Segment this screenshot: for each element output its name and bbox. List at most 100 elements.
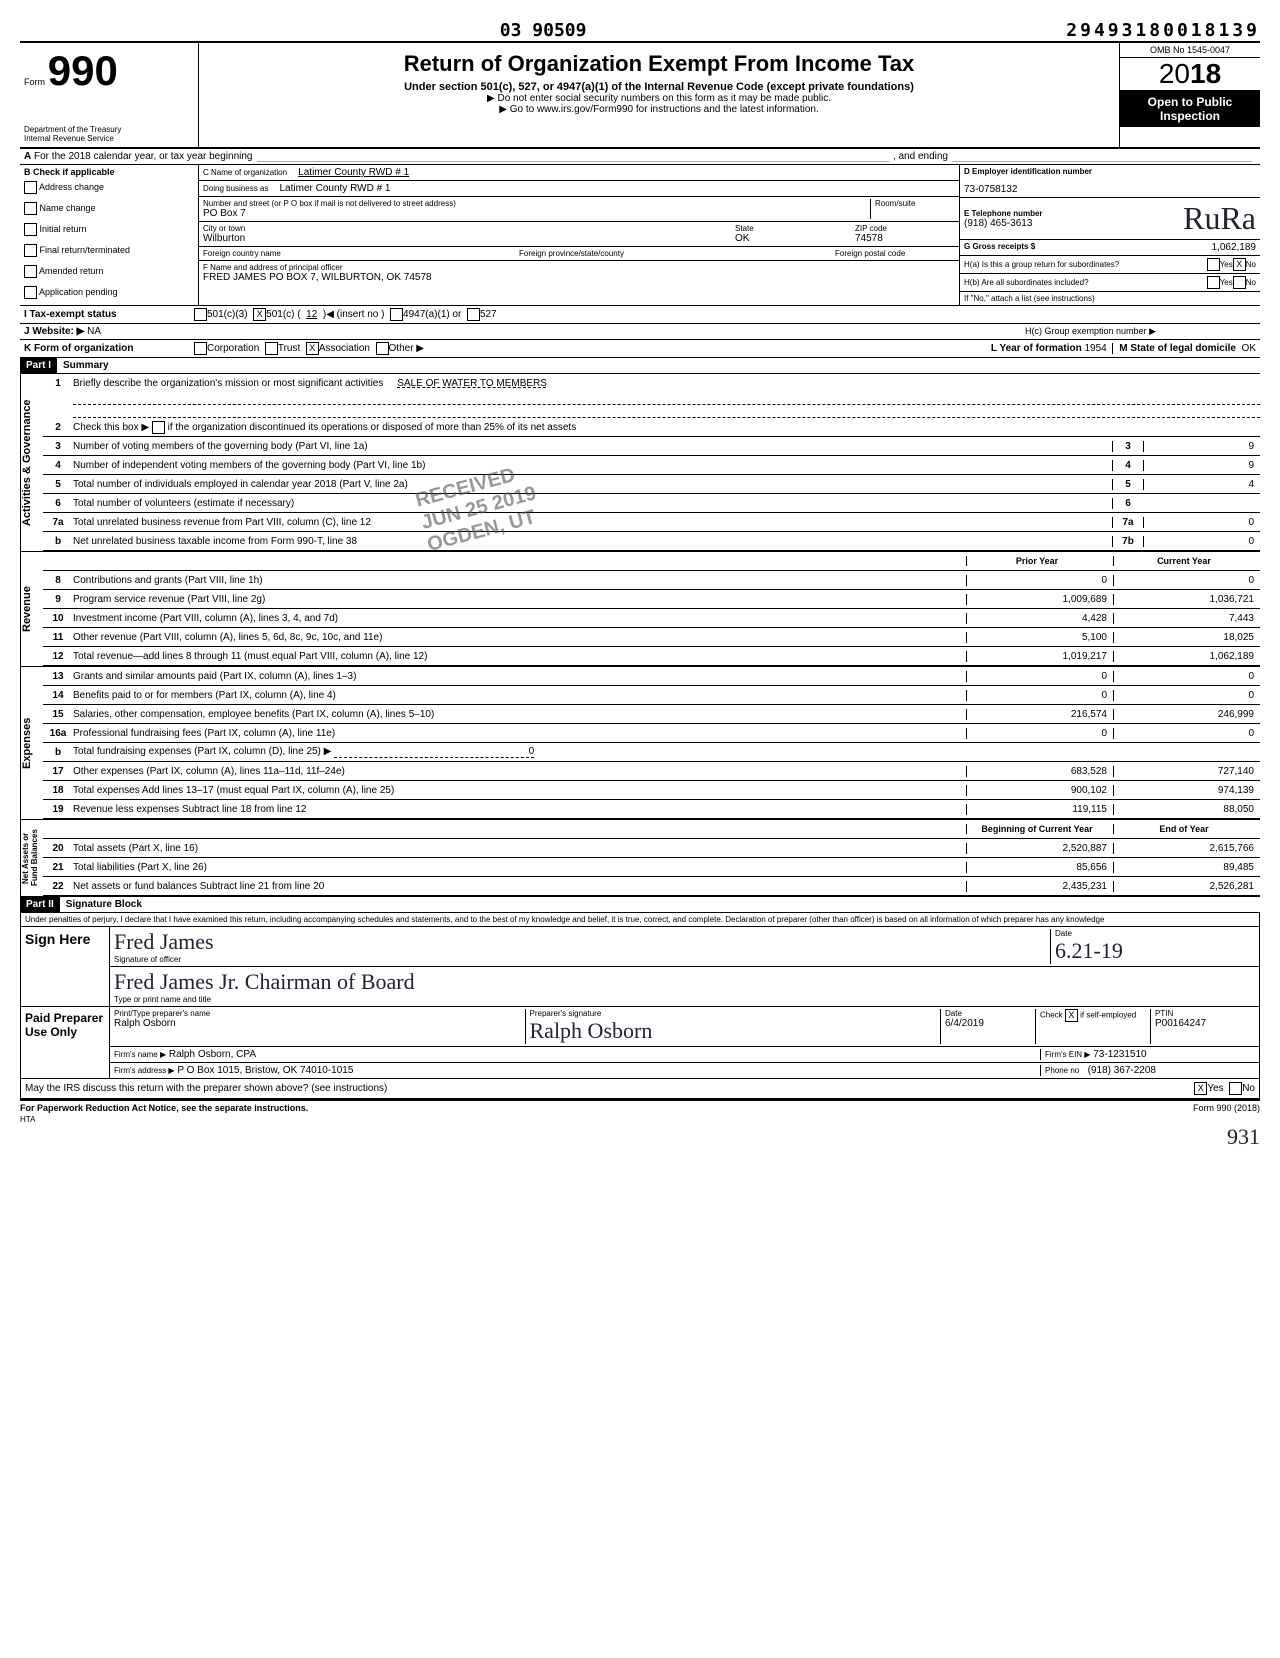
line-j-lbl: J Website: ▶	[24, 326, 84, 337]
chk-trust[interactable]	[265, 342, 278, 355]
chk-assoc[interactable]: X	[306, 342, 319, 355]
s21-py: 85,656	[966, 862, 1113, 873]
s10-num: 10	[43, 613, 73, 624]
s16a-num: 16a	[43, 728, 73, 739]
hc: H(c) Group exemption number ▶	[1025, 326, 1156, 337]
s22-cy: 2,526,281	[1113, 881, 1260, 892]
s3-desc: Number of voting members of the governin…	[73, 441, 1112, 452]
s18-cy: 974,139	[1113, 785, 1260, 796]
s5-num: 5	[43, 479, 73, 490]
chk-hb-no[interactable]	[1233, 276, 1246, 289]
s11-py: 5,100	[966, 632, 1113, 643]
s12-desc: Total revenue—add lines 8 through 11 (mu…	[73, 651, 966, 662]
s5-val: 4	[1143, 479, 1260, 490]
line-a-end: , and ending	[893, 151, 948, 162]
s18-py: 900,102	[966, 785, 1113, 796]
chk-final[interactable]	[24, 244, 37, 257]
s7b-desc: Net unrelated business taxable income fr…	[73, 536, 1112, 547]
s12-py: 1,019,217	[966, 651, 1113, 662]
year-box: OMB No 1545-0047 20201818 Open to Public…	[1119, 43, 1260, 147]
hb-note: If "No," attach a list (see instructions…	[960, 292, 1260, 305]
chk-amend[interactable]	[24, 265, 37, 278]
part-ii: Part II	[20, 897, 60, 912]
chk-501c[interactable]: X	[253, 308, 266, 321]
s2-num: 2	[43, 422, 73, 433]
hdr-cy: Current Year	[1113, 556, 1260, 566]
chk-discuss-no[interactable]	[1229, 1082, 1242, 1095]
c-hdr: C Name of organization	[203, 168, 287, 177]
street: PO Box 7	[203, 208, 870, 219]
ptin: P00164247	[1155, 1018, 1255, 1029]
sign-here: Sign Here	[21, 927, 110, 1006]
chk-501c3[interactable]	[194, 308, 207, 321]
chk-corp[interactable]	[194, 342, 207, 355]
s18-num: 18	[43, 785, 73, 796]
chk-addr[interactable]	[24, 181, 37, 194]
chk-ha-yes[interactable]	[1207, 258, 1220, 271]
chk-other[interactable]	[376, 342, 389, 355]
pra: For Paperwork Reduction Act Notice, see …	[20, 1103, 308, 1113]
chk-app[interactable]	[24, 286, 37, 299]
chk-4947[interactable]	[390, 308, 403, 321]
s18-desc: Total expenses Add lines 13–17 (must equ…	[73, 785, 966, 796]
chk-ha-no[interactable]: X	[1233, 258, 1246, 271]
s7b-num: b	[43, 536, 73, 547]
g-hdr: G Gross receipts $	[964, 242, 1035, 253]
s16b-num: b	[43, 747, 73, 758]
s19-desc: Revenue less expenses Subtract line 18 f…	[73, 804, 966, 815]
officer-name-typed: Fred James Jr. Chairman of Board	[114, 969, 1255, 995]
s16a-py: 0	[966, 728, 1113, 739]
state: OK	[735, 233, 855, 244]
s8-cy: 0	[1113, 575, 1260, 586]
hdr-eoy: End of Year	[1113, 824, 1260, 834]
part-ii-title: Signature Block	[66, 899, 142, 910]
s4-desc: Number of independent voting members of …	[73, 460, 1112, 471]
chk-527[interactable]	[467, 308, 480, 321]
prep-name-lbl: Print/Type preparer's name	[114, 1009, 525, 1018]
form-box: Form 990 Department of the Treasury Inte…	[20, 43, 199, 147]
section-gov: Activities & Governance	[21, 399, 33, 526]
colb-hdr: B Check if applicable	[24, 167, 194, 177]
ha-no: No	[1246, 260, 1256, 269]
hb: H(b) Are all subordinates included?	[964, 278, 1207, 287]
s14-desc: Benefits paid to or for members (Part IX…	[73, 690, 966, 701]
city: Wilburton	[203, 233, 735, 244]
chk-s2[interactable]	[152, 421, 165, 434]
e-hdr: E Telephone number	[964, 209, 1183, 218]
firm-addr: P O Box 1015, Bristow, OK 74010-1015	[177, 1065, 353, 1076]
code1: 03 90509	[500, 20, 587, 41]
s22-desc: Net assets or fund balances Subtract lin…	[73, 881, 966, 892]
self-lbl: if self-employed	[1080, 1011, 1136, 1020]
line-k-lbl: K Form of organization	[24, 343, 194, 354]
line-a: For the 2018 calendar year, or tax year …	[34, 151, 252, 162]
declaration: Under penalties of perjury, I declare th…	[21, 913, 1259, 927]
s12-num: 12	[43, 651, 73, 662]
firm-phone-lbl: Phone no	[1045, 1066, 1079, 1075]
sig-officer-lbl: Signature of officer	[114, 955, 1050, 964]
s21-desc: Total liabilities (Part X, line 26)	[73, 862, 966, 873]
chk-discuss-yes[interactable]: X	[1194, 1082, 1207, 1095]
dept: Department of the Treasury	[24, 125, 194, 134]
s20-cy: 2,615,766	[1113, 843, 1260, 854]
discuss-no: No	[1242, 1083, 1255, 1094]
section-exp: Expenses	[21, 717, 33, 768]
officer-signature: Fred James	[114, 929, 1050, 955]
s8-py: 0	[966, 575, 1113, 586]
prep-name: Ralph Osborn	[114, 1018, 525, 1029]
hdr-py: Prior Year	[966, 556, 1113, 566]
chk-self[interactable]: X	[1065, 1009, 1078, 1022]
chk-hb-yes[interactable]	[1207, 276, 1220, 289]
discuss: May the IRS discuss this return with the…	[25, 1083, 1194, 1094]
s4-box: 4	[1112, 460, 1143, 471]
hdr-boy: Beginning of Current Year	[966, 824, 1113, 834]
chk-init[interactable]	[24, 223, 37, 236]
s3-val: 9	[1143, 441, 1260, 452]
s7b-box: 7b	[1112, 536, 1143, 547]
chk-name[interactable]	[24, 202, 37, 215]
s13-cy: 0	[1113, 671, 1260, 682]
s13-desc: Grants and similar amounts paid (Part IX…	[73, 671, 966, 682]
year-formation: 1954	[1084, 343, 1106, 354]
s2-desc: Check this box ▶	[73, 422, 149, 433]
s20-desc: Total assets (Part X, line 16)	[73, 843, 966, 854]
page-num-handwrite: 931	[20, 1124, 1260, 1150]
